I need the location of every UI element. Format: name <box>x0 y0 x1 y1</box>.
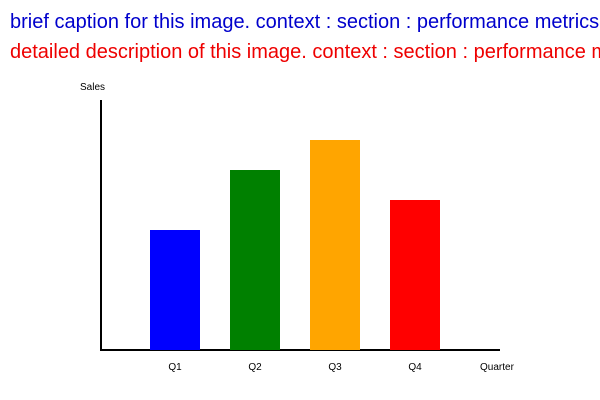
x-axis-label: Quarter <box>480 362 515 373</box>
bars-group <box>150 140 440 350</box>
x-tick-label-q2: Q2 <box>248 362 262 373</box>
detailed-caption: detailed description of this image. cont… <box>10 41 600 63</box>
bar-q3 <box>310 140 360 350</box>
x-tick-label-q4: Q4 <box>408 362 422 373</box>
x-tick-label-q1: Q1 <box>168 362 182 373</box>
y-axis-label: Sales <box>80 82 105 93</box>
x-tick-label-q3: Q3 <box>328 362 342 373</box>
bar-q2 <box>230 170 280 350</box>
x-tick-labels: Q1 Q2 Q3 Q4 <box>168 362 422 373</box>
brief-caption: brief caption for this image. context : … <box>10 11 600 33</box>
bar-q4 <box>390 200 440 350</box>
bar-q1 <box>150 230 200 350</box>
